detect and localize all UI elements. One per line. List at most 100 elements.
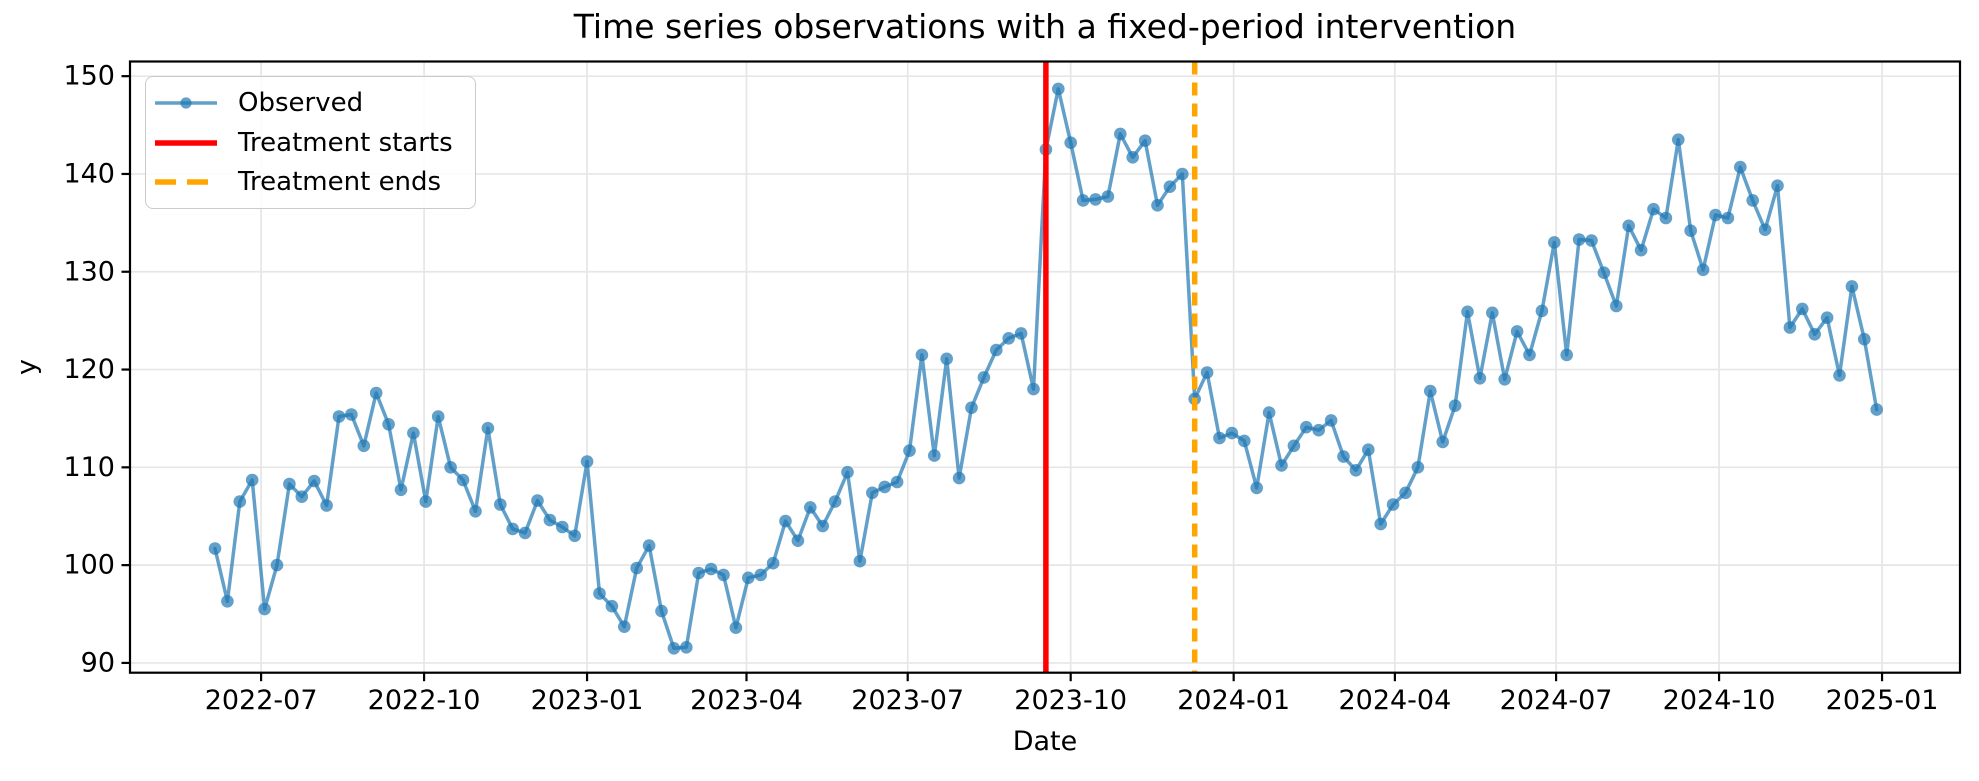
data-point-marker	[1486, 306, 1499, 320]
data-point-marker	[221, 595, 234, 608]
data-point-marker	[1027, 382, 1040, 396]
data-point-marker	[1746, 194, 1759, 207]
x-axis-ticks: 2022-07 2022-10 2023-01 2023-04 2023-07 2023-…	[205, 672, 1939, 716]
data-point-marker	[1498, 373, 1511, 386]
treatment-ends-line-icon	[155, 173, 217, 191]
data-point-marker	[1076, 194, 1090, 207]
data-point-marker	[915, 348, 929, 362]
x-tick-label: 2024-07	[1500, 685, 1613, 716]
data-point-marker	[841, 465, 854, 479]
data-point-marker	[1262, 406, 1276, 419]
data-point-marker	[1424, 384, 1437, 398]
data-point-marker	[1362, 443, 1375, 457]
data-point-marker	[816, 519, 829, 533]
data-point-marker	[1337, 450, 1350, 463]
legend-item-treatment-ends: Treatment ends	[155, 162, 461, 202]
data-point-marker	[369, 386, 383, 400]
data-point-marker	[1796, 302, 1809, 316]
x-tick-label: 2022-10	[368, 685, 481, 716]
data-point-marker	[345, 408, 358, 421]
data-point-marker	[258, 602, 271, 616]
data-point-marker	[320, 499, 333, 512]
data-point-marker	[680, 641, 693, 654]
data-point-marker	[1324, 414, 1338, 427]
legend-label: Treatment ends	[238, 167, 442, 198]
data-point-marker	[1585, 234, 1598, 247]
data-point-marker	[1225, 426, 1239, 440]
x-axis-label: Date	[1012, 726, 1078, 757]
x-tick-label: 2022-07	[205, 685, 318, 716]
data-point-marker	[1672, 133, 1685, 146]
y-tick-label: 100	[63, 550, 115, 581]
data-point-marker	[1560, 348, 1573, 362]
data-point-marker	[1734, 160, 1747, 174]
data-point-marker	[518, 526, 532, 540]
data-point-marker	[1758, 223, 1772, 236]
data-point-marker	[890, 475, 904, 489]
data-point-marker	[1684, 224, 1697, 237]
legend: Observed Treatment starts Treatment ends	[145, 76, 476, 209]
data-point-marker	[977, 371, 991, 384]
plot-border	[128, 60, 1962, 674]
data-point-marker	[853, 554, 867, 568]
data-point-marker	[1548, 236, 1561, 249]
y-tick-label: 90	[81, 647, 115, 678]
data-point-marker	[692, 566, 705, 580]
data-point-marker	[444, 461, 457, 474]
data-point-marker	[1089, 193, 1102, 206]
data-point-marker	[1523, 348, 1536, 362]
data-point-marker	[990, 343, 1003, 357]
data-point-marker	[1510, 325, 1524, 338]
data-point-marker	[1213, 431, 1226, 445]
data-point-marker	[828, 495, 842, 508]
data-point-marker	[704, 562, 718, 576]
observed-line-icon	[155, 94, 217, 112]
x-tick-label: 2023-04	[690, 685, 803, 716]
y-tick-label: 120	[63, 354, 115, 385]
data-point-marker	[766, 556, 780, 570]
data-point-marker	[1238, 434, 1251, 448]
y-tick-label: 150	[63, 61, 115, 92]
data-point-marker	[506, 522, 519, 536]
data-point-marker	[332, 410, 346, 423]
data-point-marker	[1461, 305, 1474, 319]
data-point-marker	[394, 483, 408, 497]
data-point-marker	[1200, 366, 1214, 379]
x-tick-label: 2024-01	[1177, 685, 1290, 716]
data-point-marker	[1399, 486, 1412, 500]
data-point-marker	[1064, 136, 1077, 149]
data-point-marker	[469, 505, 482, 518]
data-point-marker	[667, 642, 681, 655]
data-point-marker	[1858, 332, 1871, 346]
data-point-marker	[1411, 461, 1425, 474]
data-point-marker	[295, 490, 309, 504]
data-point-marker	[1151, 199, 1164, 212]
data-point-marker	[1820, 311, 1834, 325]
data-point-marker	[1052, 82, 1065, 96]
x-tick-label: 2025-01	[1826, 685, 1939, 716]
treatment-starts-line-icon	[155, 134, 217, 152]
data-point-marker	[407, 426, 420, 440]
data-point-marker	[1349, 464, 1363, 477]
data-point-marker	[1014, 327, 1028, 340]
data-point-marker	[928, 449, 941, 462]
data-point-marker	[580, 455, 594, 468]
data-point-marker	[456, 473, 470, 487]
x-tick-label: 2023-01	[531, 685, 644, 716]
data-point-marker	[642, 539, 656, 552]
data-point-marker	[1300, 420, 1313, 434]
data-point-marker	[494, 498, 507, 511]
data-point-marker	[717, 568, 730, 582]
data-point-marker	[729, 621, 743, 634]
data-point-marker	[1659, 211, 1673, 225]
data-point-marker	[1647, 202, 1660, 216]
data-point-marker	[630, 561, 643, 575]
data-point-marker	[1250, 481, 1263, 495]
data-point-marker	[1870, 403, 1883, 416]
data-point-marker	[618, 620, 631, 633]
legend-item-observed: Observed	[155, 83, 461, 123]
legend-label: Observed	[238, 87, 364, 118]
data-point-marker	[357, 439, 371, 453]
data-point-marker	[1610, 299, 1623, 313]
